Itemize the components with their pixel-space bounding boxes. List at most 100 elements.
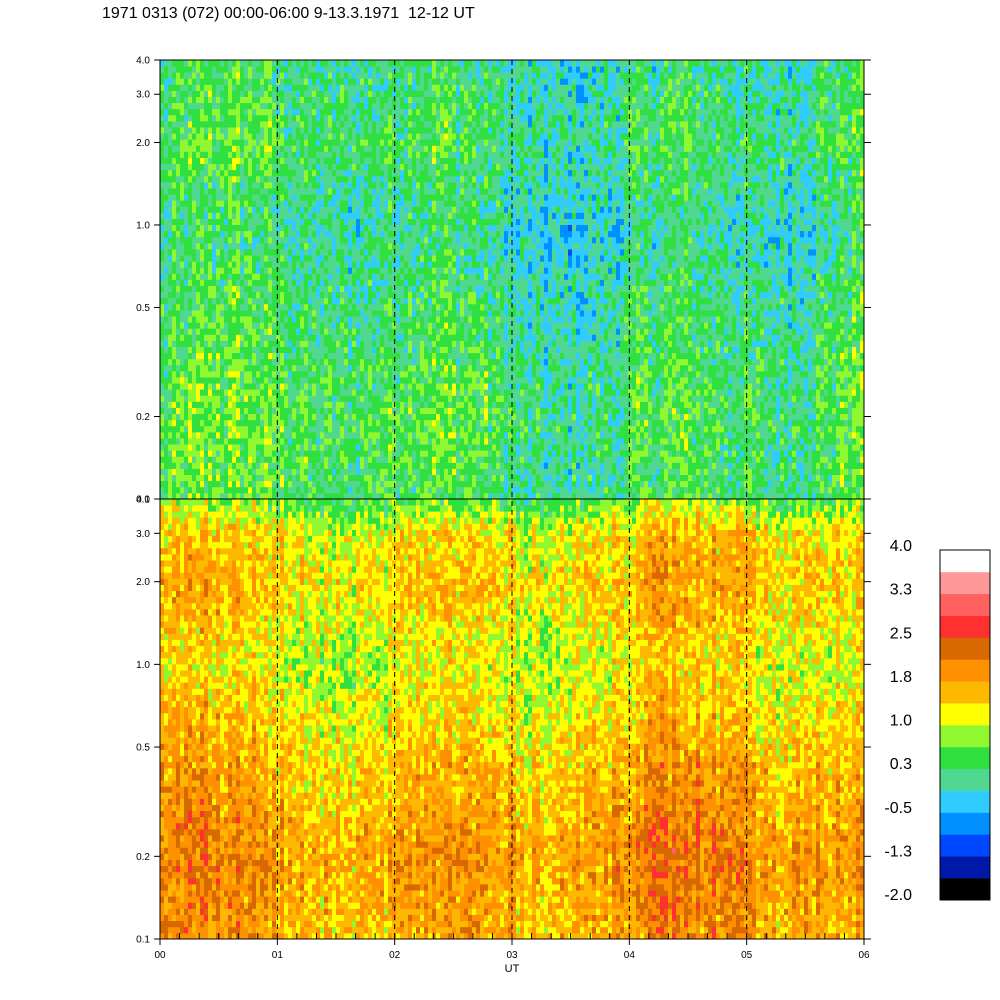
heatmap-cell — [360, 181, 365, 189]
heatmap-cell — [412, 438, 417, 445]
heatmap-cell — [304, 108, 309, 116]
heatmap-cell — [392, 450, 397, 457]
heatmap-cell — [232, 72, 237, 79]
heatmap-cell — [396, 175, 401, 183]
heatmap-cell — [264, 72, 269, 79]
heatmap-cell — [176, 188, 181, 195]
heatmap-cell — [208, 72, 213, 79]
heatmap-cell — [364, 120, 369, 128]
heatmap-cell — [336, 444, 341, 451]
heatmap-cell — [316, 340, 321, 347]
heatmap-cell — [360, 169, 365, 177]
heatmap-cell — [212, 431, 217, 439]
heatmap-cell — [176, 364, 181, 372]
heatmap-cell — [404, 267, 409, 274]
heatmap-cell — [360, 60, 365, 67]
heatmap-cell — [428, 389, 433, 396]
heatmap-cell — [196, 383, 201, 390]
heatmap-cell — [356, 175, 361, 183]
heatmap-cell — [192, 236, 197, 244]
heatmap-cell — [200, 364, 205, 372]
heatmap-cell — [280, 413, 285, 421]
heatmap-cell — [328, 462, 333, 469]
heatmap-cell — [424, 200, 429, 207]
heatmap-cell — [236, 114, 241, 122]
heatmap-cell — [180, 139, 185, 146]
heatmap-cell — [172, 60, 177, 67]
heatmap-cell — [216, 438, 221, 445]
heatmap-cell — [276, 127, 281, 134]
heatmap-cell — [232, 139, 237, 146]
heatmap-cell — [204, 480, 209, 488]
heatmap-cell — [272, 212, 277, 219]
heatmap-cell — [216, 267, 221, 274]
heatmap-cell — [248, 72, 253, 79]
heatmap-cell — [424, 108, 429, 116]
heatmap-cell — [160, 60, 165, 67]
heatmap-cell — [416, 419, 421, 427]
heatmap-cell — [264, 230, 269, 238]
heatmap-cell — [180, 395, 185, 402]
heatmap-cell — [160, 389, 165, 396]
heatmap-cell — [244, 462, 249, 469]
heatmap-cell — [404, 175, 409, 183]
heatmap-cell — [320, 96, 325, 104]
heatmap-cell — [172, 267, 177, 274]
heatmap-cell — [328, 450, 333, 457]
heatmap-cell — [352, 450, 357, 457]
heatmap-cell — [236, 297, 241, 305]
heatmap-cell — [268, 413, 273, 421]
heatmap-cell — [420, 194, 425, 201]
heatmap-cell — [340, 303, 345, 311]
heatmap-cell — [172, 163, 177, 171]
heatmap-cell — [232, 340, 237, 347]
heatmap-cell — [216, 127, 221, 134]
heatmap-cell — [340, 438, 345, 445]
heatmap-cell — [368, 377, 373, 384]
heatmap-cell — [368, 169, 373, 177]
heatmap-cell — [232, 127, 237, 134]
heatmap-cell — [248, 346, 253, 354]
heatmap-cell — [368, 151, 373, 158]
heatmap-cell — [184, 188, 189, 195]
heatmap-cell — [240, 431, 245, 439]
heatmap-cell — [204, 340, 209, 347]
heatmap-cell — [240, 108, 245, 116]
heatmap-cell — [168, 194, 173, 201]
heatmap-cell — [216, 474, 221, 482]
heatmap-cell — [364, 328, 369, 335]
heatmap-cell — [184, 255, 189, 262]
heatmap-cell — [320, 395, 325, 402]
heatmap-cell — [416, 163, 421, 171]
heatmap-cell — [228, 261, 233, 268]
heatmap-cell — [172, 303, 177, 311]
heatmap-cell — [232, 431, 237, 439]
heatmap-cell — [360, 486, 365, 494]
heatmap-cell — [400, 224, 405, 232]
heatmap-cell — [264, 334, 269, 341]
heatmap-cell — [252, 157, 257, 165]
heatmap-cell — [400, 291, 405, 299]
heatmap-cell — [432, 413, 437, 421]
heatmap-cell — [272, 218, 277, 226]
heatmap-cell — [256, 145, 261, 152]
heatmap-cell — [340, 236, 345, 244]
heatmap-cell — [420, 328, 425, 335]
heatmap-cell — [260, 90, 265, 97]
heatmap-cell — [288, 401, 293, 408]
heatmap-cell — [404, 303, 409, 311]
heatmap-cell — [300, 444, 305, 451]
heatmap-cell — [396, 120, 401, 128]
heatmap-cell — [396, 291, 401, 299]
heatmap-cell — [256, 450, 261, 457]
heatmap-cell — [300, 285, 305, 293]
heatmap-cell — [364, 419, 369, 427]
heatmap-cell — [320, 84, 325, 91]
heatmap-cell — [160, 285, 165, 293]
heatmap-cell — [340, 249, 345, 256]
heatmap-cell — [432, 450, 437, 457]
heatmap-cell — [356, 249, 361, 256]
heatmap-cell — [272, 316, 277, 323]
heatmap-cell — [164, 389, 169, 396]
heatmap-cell — [416, 60, 421, 67]
